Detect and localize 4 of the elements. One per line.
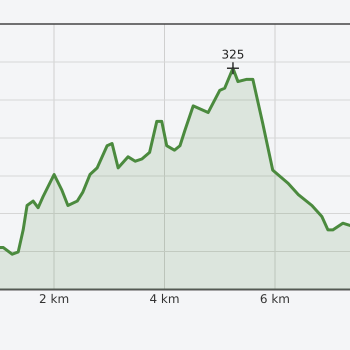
annotation: 325: [222, 47, 244, 62]
x-tick-label: 4 km: [149, 292, 180, 306]
x-tick-label: 6 km: [260, 292, 290, 306]
x-tick-label: 2 km: [39, 292, 70, 306]
